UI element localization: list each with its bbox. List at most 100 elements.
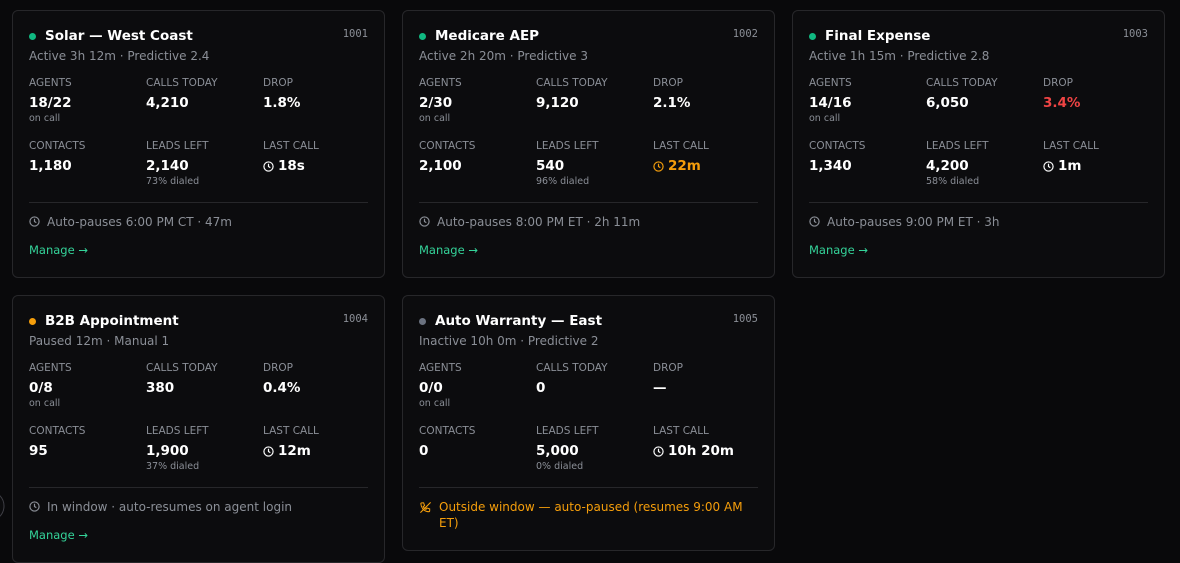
stat-value-text: 1m [1058,158,1082,174]
stat-sub [263,461,380,473]
stat-value-text: 540 [536,158,565,174]
campaign-card[interactable]: Final Expense 1003 Active 1h 15m · Predict… [792,10,1165,278]
schedule-text: Outside window — auto-paused (resumes 9:… [439,500,743,530]
divider [29,202,368,203]
stat: CONTACTS 95 [29,424,146,473]
stat-sub: 58% dialed [926,176,980,187]
schedule-text: In window · auto-resumes on agent login [47,500,293,514]
phone-off-icon [419,501,432,514]
stat-label: LEADS LEFT [536,140,599,152]
stat: CALLS TODAY 6,050 [926,76,1043,125]
stat: DROP 3.4% [1043,76,1160,125]
stat-value-text: 1,900 [146,443,189,459]
stat-label: LAST CALL [263,425,319,437]
stat-value: 9,120 [536,94,653,112]
stat: DROP 2.1% [653,76,770,125]
stat: LEADS LEFT 4,200 58% dialed [926,139,1043,188]
stat-value-text: 0.4% [263,380,301,396]
stat-value: 3.4% [1043,94,1160,112]
status-dot [419,317,426,325]
clock-icon [653,160,664,172]
stat-value-text: 1.8% [263,95,301,111]
stat-label: LAST CALL [1043,140,1099,152]
status-dot [29,32,36,40]
stat: CONTACTS 2,100 [419,139,536,188]
manage-link[interactable]: Manage → [809,243,868,257]
stat: LEADS LEFT 5,000 0% dialed [536,424,653,473]
stat-label: LEADS LEFT [536,425,599,437]
stat-sub: on call [809,113,841,124]
stat: DROP 0.4% [263,361,380,410]
stat-value: 2/30 [419,94,536,112]
stat-value-text: 3.4% [1043,95,1081,111]
stat: LEADS LEFT 540 96% dialed [536,139,653,188]
stat: CALLS TODAY 380 [146,361,263,410]
stat: LAST CALL 12m [263,424,380,473]
stat: LAST CALL 10h 20m [653,424,770,473]
campaign-name: Auto Warranty — East [435,313,603,329]
stat-value: 2,140 [146,157,263,175]
divider [809,202,1148,203]
manage-link[interactable]: Manage → [419,243,478,257]
stats-grid: AGENTS 2/30 on call CALLS TODAY 9,120 DROP 2.1… [419,76,758,188]
schedule-note: Auto-pauses 9:00 PM ET · 3h [809,203,1148,230]
stat-value: 12m [263,442,380,460]
stat-label: CONTACTS [29,425,86,437]
stat-label: LAST CALL [263,140,319,152]
stat-label: CALLS TODAY [536,362,608,374]
stat: CALLS TODAY 9,120 [536,76,653,125]
stat-value-text: 2,100 [419,158,462,174]
stat-value-text: 1,180 [29,158,72,174]
stat: LAST CALL 1m [1043,139,1160,188]
stat: AGENTS 14/16 on call [809,76,926,125]
stat-value: 0/8 [29,379,146,397]
stat-value: 18s [263,157,380,175]
campaign-status: Paused 12m · Manual 1 [29,334,170,348]
stat-value-text: 0/8 [29,380,53,396]
stat-value: 1.8% [263,94,380,112]
stat: LAST CALL 18s [263,139,380,188]
stat-label: CALLS TODAY [926,77,998,89]
campaign-card[interactable]: Auto Warranty — East 1005 Inactive 10h 0m … [402,295,775,551]
campaign-id: 1005 [732,313,758,325]
scroll-handle[interactable] [0,489,6,523]
stat-value: 0/0 [419,379,536,397]
campaign-id: 1003 [1122,28,1148,40]
stat-sub [926,113,1043,125]
clock-icon [419,216,430,227]
stat-sub [146,398,263,410]
stat: AGENTS 0/8 on call [29,361,146,410]
stat-value: 95 [29,442,146,460]
stat-sub [653,398,770,410]
page: Solar — West Coast 1001 Active 3h 12m · Pr… [0,10,1165,563]
clock-icon [653,445,664,457]
stat-value: 2,100 [419,157,536,175]
clock-icon [809,216,820,227]
stat-label: LAST CALL [653,425,709,437]
stat: LAST CALL 22m [653,139,770,188]
manage-link[interactable]: Manage → [29,528,88,542]
stat-value-text: 6,050 [926,95,969,111]
stats-grid: AGENTS 18/22 on call CALLS TODAY 4,210 DROP 1.… [29,76,368,188]
clock-icon [29,501,40,512]
campaign-id: 1004 [342,313,368,325]
stat-label: AGENTS [29,77,72,89]
stat-value-text: 9,120 [536,95,579,111]
campaign-status: Active 2h 20m · Predictive 3 [419,49,588,63]
stat-label: AGENTS [29,362,72,374]
stat: DROP 1.8% [263,76,380,125]
stats-grid: AGENTS 14/16 on call CALLS TODAY 6,050 DROP 3.… [809,76,1148,188]
stat-sub [419,461,536,473]
clock-icon [263,445,274,457]
campaign-card[interactable]: Medicare AEP 1002 Active 2h 20m · Predicti… [402,10,775,278]
stat-value-text: 18s [278,158,305,174]
stat-value: 1,340 [809,157,926,175]
campaign-name: B2B Appointment [45,313,179,329]
campaign-name: Medicare AEP [435,28,540,44]
stat-value-text: 2,140 [146,158,189,174]
manage-link[interactable]: Manage → [29,243,88,257]
campaign-card[interactable]: Solar — West Coast 1001 Active 3h 12m · Pr… [12,10,385,278]
status-dot [419,32,426,40]
stat-label: DROP [1043,77,1073,89]
campaign-card[interactable]: B2B Appointment 1004 Paused 12m · Manual 1… [12,295,385,563]
